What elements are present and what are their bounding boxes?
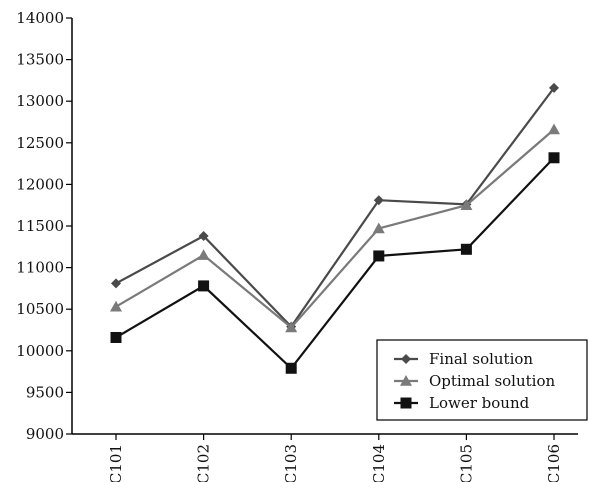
y-tick-label: 10500 <box>16 300 64 318</box>
legend-marker <box>401 354 411 364</box>
y-tick-label: 13000 <box>16 92 64 110</box>
legend-label: Lower bound <box>429 394 530 412</box>
x-tick-label: C103 <box>282 444 300 482</box>
legend: Final solution Optimal solution Lower boun… <box>376 339 588 421</box>
x-tick-label: C105 <box>457 444 475 482</box>
series-diamond <box>111 82 559 332</box>
chart-series <box>110 82 560 374</box>
y-tick-label: 10000 <box>16 342 64 360</box>
y-tick-label: 9500 <box>26 383 64 401</box>
series-line <box>115 157 555 370</box>
x-tick-label: C102 <box>195 444 213 482</box>
legend-label: Final solution <box>429 350 533 368</box>
legend-label: Optimal solution <box>429 372 555 390</box>
series-triangle <box>110 123 560 333</box>
data-point <box>460 243 472 255</box>
data-point <box>198 230 209 241</box>
y-tick-label: 13500 <box>16 51 64 69</box>
chart-axes: 9000 9500 10000 10500 11000 11500 12000 12500 13… <box>16 9 578 482</box>
legend-item: Optimal solution <box>394 372 555 390</box>
y-tick-label: 14000 <box>16 9 64 27</box>
y-tick-label: 9000 <box>26 425 64 443</box>
legend-item: Final solution <box>394 350 533 368</box>
data-point <box>110 331 122 343</box>
data-point <box>285 321 298 333</box>
data-point <box>197 249 210 260</box>
data-point <box>372 222 385 234</box>
x-tick-label: C104 <box>370 444 388 482</box>
y-tick-label: 12000 <box>16 175 64 193</box>
data-point <box>460 199 473 210</box>
data-point <box>198 280 210 292</box>
legend-marker <box>400 375 412 386</box>
data-point <box>285 362 297 374</box>
data-point <box>373 195 384 206</box>
data-point <box>373 250 385 262</box>
data-point <box>111 278 121 289</box>
data-point <box>110 300 122 312</box>
data-point <box>548 152 560 164</box>
series-square <box>110 152 560 374</box>
series-line <box>115 128 555 330</box>
legend-item: Lower bound <box>394 394 530 412</box>
legend-marker <box>400 397 412 409</box>
y-tick-label: 12500 <box>16 134 64 152</box>
x-tick-label: C106 <box>545 444 563 482</box>
data-point <box>549 82 559 93</box>
x-tick-label: C101 <box>107 444 125 482</box>
y-tick-label: 11000 <box>16 259 64 277</box>
series-line <box>115 87 555 329</box>
y-tick-label: 11500 <box>16 217 64 235</box>
data-point <box>548 123 560 135</box>
